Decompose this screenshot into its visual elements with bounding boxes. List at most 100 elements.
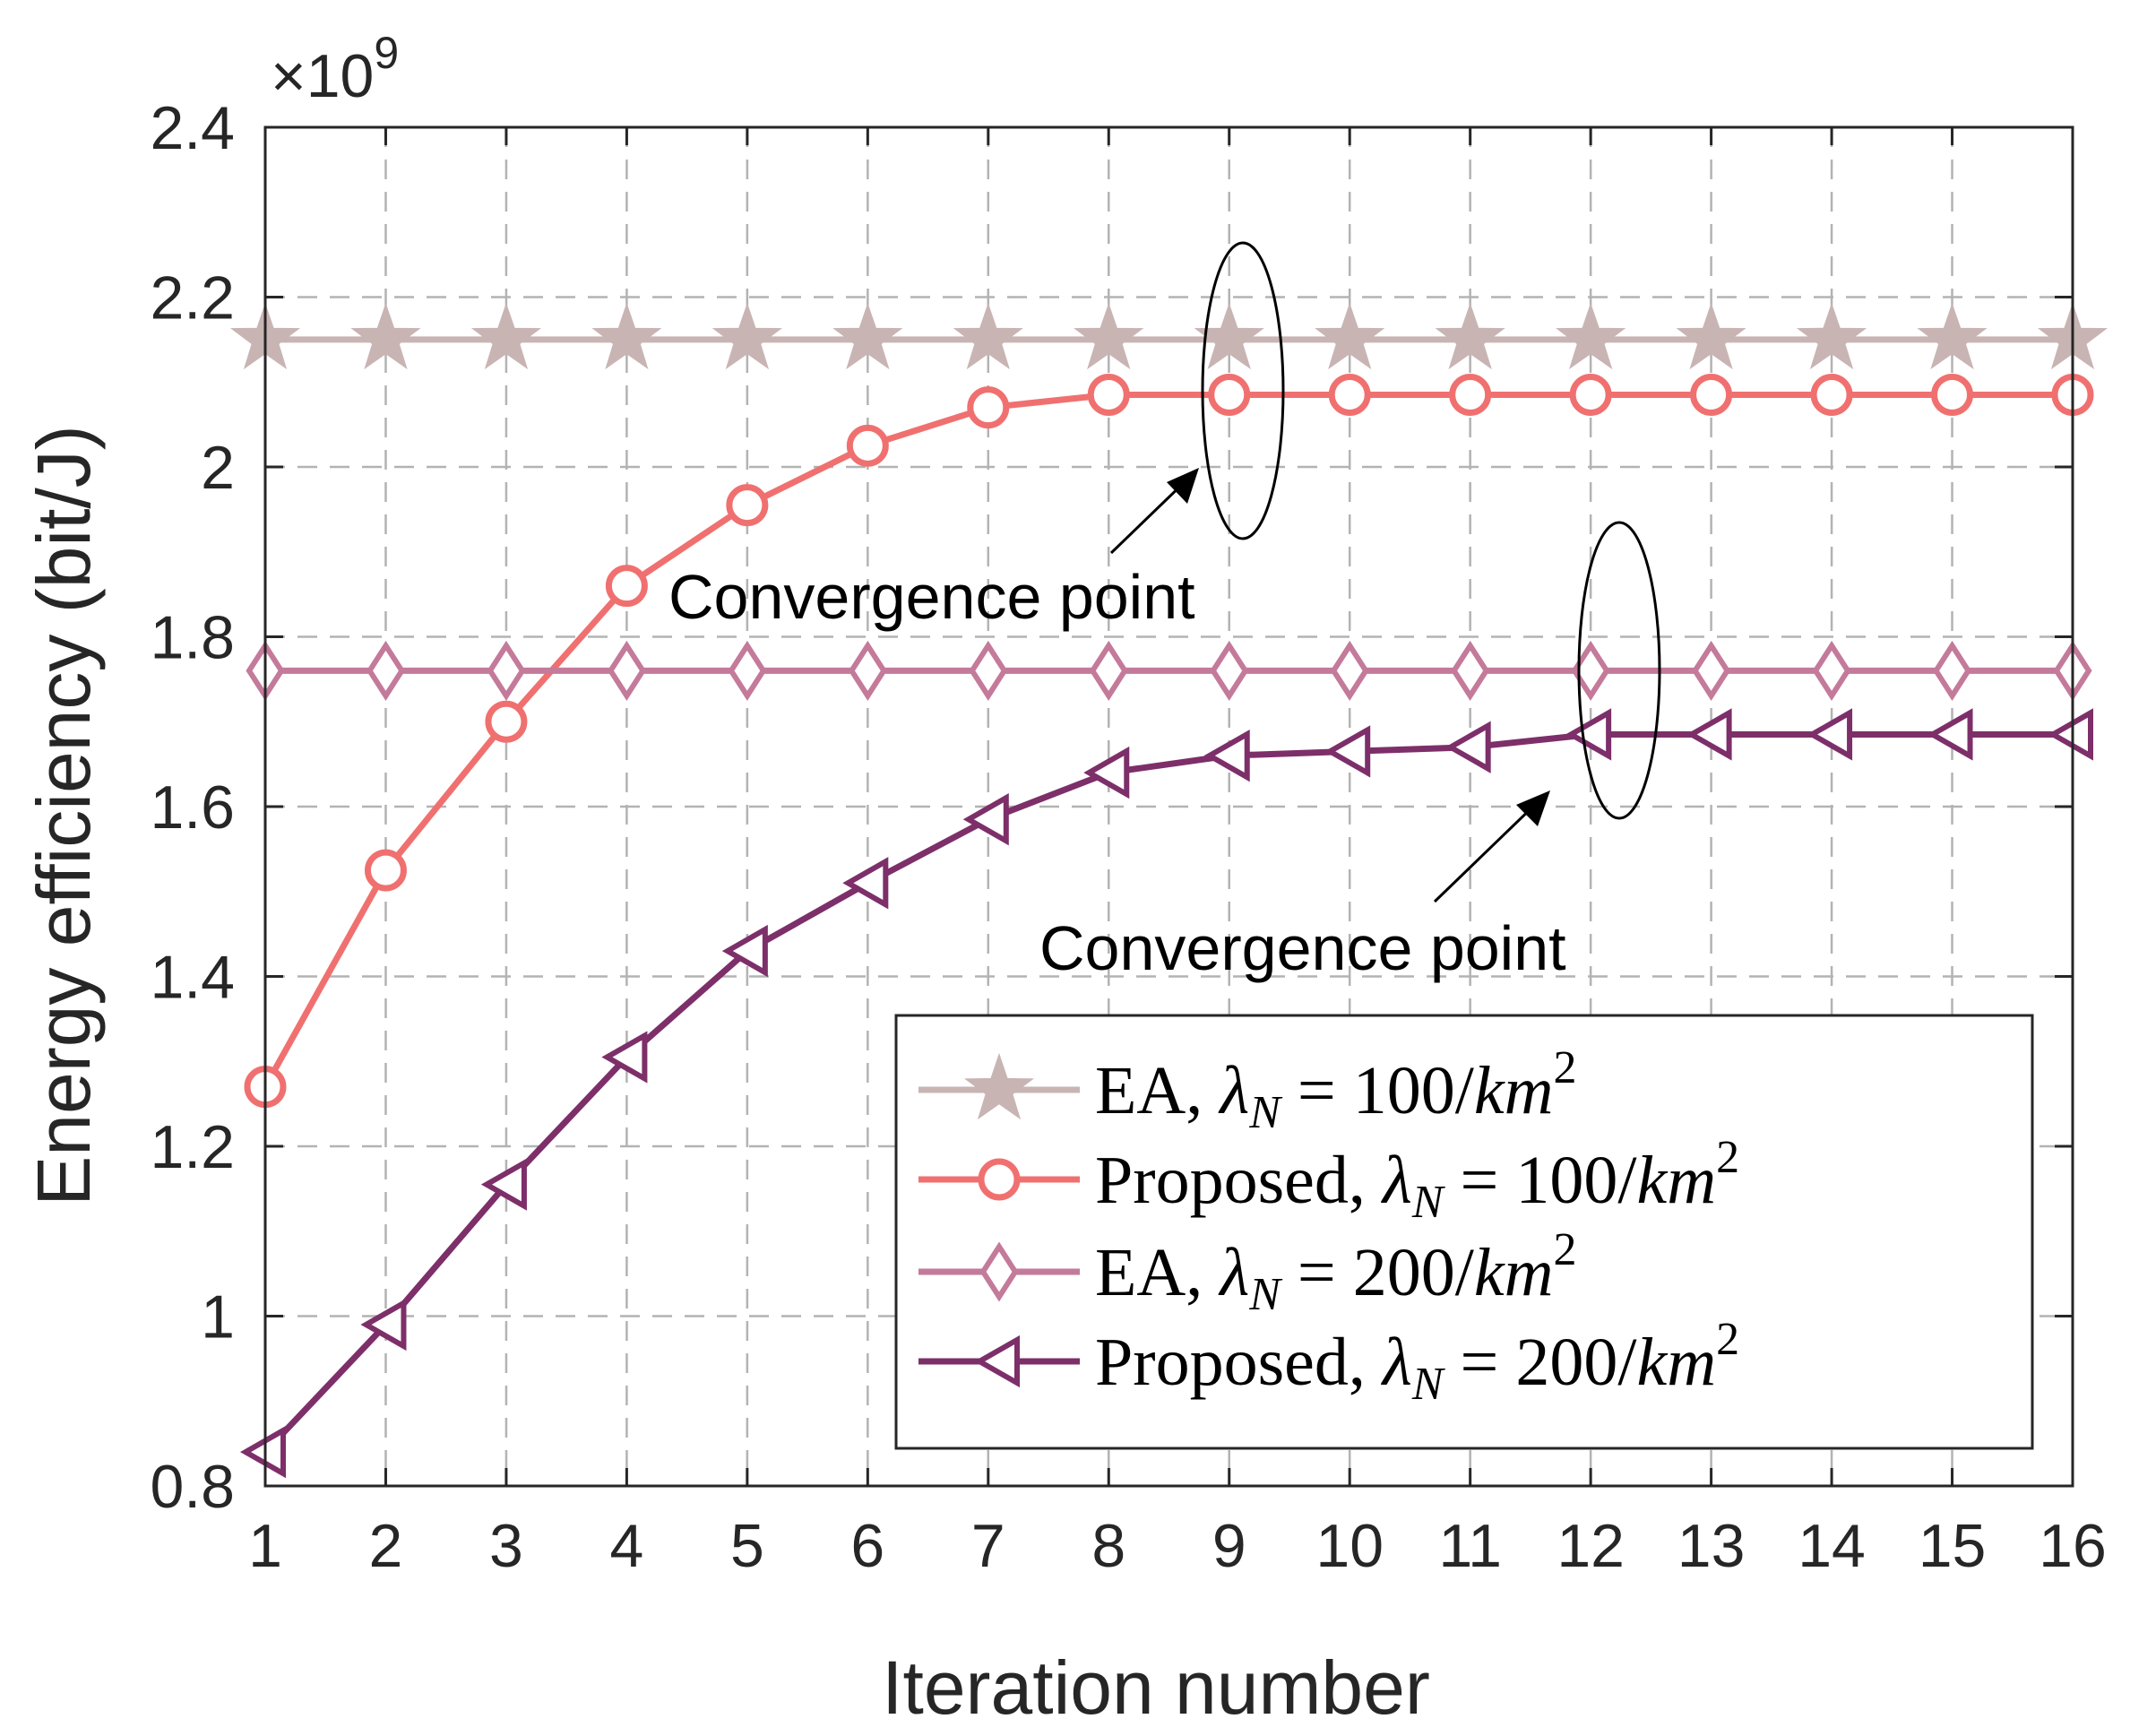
data-point-s4 [1927,708,1973,761]
data-point-s3 [1812,640,1851,701]
data-point-s4 [842,857,889,910]
data-point-s1 [832,302,903,370]
convergence-ellipse-1 [1201,241,1285,540]
data-point-s2 [846,424,889,467]
x-tick-label: 2 [369,1512,403,1580]
series-line-4 [263,731,2073,1455]
data-point-s2 [1690,373,1733,416]
data-point-s2 [605,565,648,608]
x-tick-label: 14 [1798,1512,1866,1580]
data-point-s3 [1692,640,1731,701]
x-tick-label: 15 [1919,1512,1987,1580]
data-point-s4 [1686,708,1732,761]
data-point-s1 [1435,302,1505,370]
legend-item-2: Proposed, λN = 100/km2 [918,1132,1739,1228]
convergence-arrow-2 [1433,799,1541,903]
data-point-s4 [1083,746,1130,799]
data-point-s2 [1931,373,1974,416]
y-tick-label: 1.6 [150,773,235,842]
legend-label-part: λ [1218,1235,1249,1310]
y-axis-label: Energy efficiency (bit/J) [22,425,106,1205]
y-tick-label: 2 [201,434,235,502]
legend-label-part: 2 [1716,1132,1739,1183]
legend-marker-3 [979,1241,1019,1302]
series-4 [239,708,2093,1479]
legend-label-part: N [1411,1359,1446,1410]
y-tick-label: 2.2 [150,264,235,333]
x-tick-label: 10 [1315,1512,1384,1580]
series-3 [246,640,2092,701]
data-point-s1 [1676,302,1746,370]
data-point-s1 [1074,302,1144,370]
y-tick-label: 1.8 [150,604,235,672]
data-point-s2 [967,386,1010,429]
x-tick-labels: 1 2 3 4 5 6 7 8 9 10 11 12 13 14 15 16 [248,1512,2107,1580]
data-point-s3 [607,640,646,701]
legend-label-part: 2 [1716,1314,1739,1365]
data-point-s1 [711,302,782,370]
y-tick-label: 1.2 [150,1113,235,1181]
legend-marker-4 [973,1334,1020,1388]
legend-label-4: Proposed, λN = 200/km2 [1095,1314,1739,1410]
data-point-s3 [848,640,887,701]
legend-label-part: = 100/ [1444,1143,1638,1218]
legend-box [894,1014,2034,1450]
legend-label-part: EA, [1095,1053,1220,1128]
series-line-2 [262,392,2073,1089]
legend-label-part: 2 [1554,1042,1577,1093]
x-axis-label: Iteration number [882,1645,1430,1730]
data-point-s2 [1569,373,1612,416]
x-tick-label: 6 [850,1512,884,1580]
data-point-s4 [1444,721,1491,773]
legend-label-part: = 200/ [1281,1235,1475,1310]
legend-label-part: λ [1381,1325,1412,1400]
axis-ticks [263,125,2074,1488]
y-tick-label: 1 [201,1283,235,1352]
legend-label-part: Proposed, [1095,1325,1383,1400]
data-point-s3 [366,640,406,701]
data-point-s4 [601,1031,648,1084]
legend-label-part: N [1248,1269,1283,1320]
data-point-s4 [1565,708,1612,761]
x-tick-label: 9 [1212,1512,1246,1580]
legend-label-part: = 100/ [1281,1053,1475,1128]
convergence-arrowhead-1 [1167,468,1199,504]
data-point-s4 [480,1158,527,1211]
legend-marker-1 [963,1052,1035,1120]
data-point-s3 [969,640,1008,701]
data-point-s2 [1208,373,1251,416]
x-tick-label: 8 [1091,1512,1125,1580]
legend-label-1: EA, λN = 100/km2 [1095,1042,1577,1138]
y-exponent-label: ×109 [271,28,399,110]
x-tick-label: 4 [609,1512,643,1580]
y-tick-label: 0.8 [150,1453,235,1521]
legend-label-part: = 200/ [1444,1325,1638,1400]
data-point-s1 [591,302,662,370]
legend-label-part: EA, [1095,1235,1220,1310]
legend-label-part: Proposed, [1095,1143,1383,1218]
convergence-ellipse-2 [1577,521,1661,820]
data-point-s3 [728,640,767,701]
legend-marker-2 [978,1158,1021,1201]
data-point-s2 [485,700,528,743]
data-point-s2 [1328,373,1371,416]
data-point-s1 [350,302,421,370]
data-point-s1 [953,302,1023,370]
y-tick-label: 2.4 [150,94,235,162]
x-tick-label: 11 [1438,1512,1502,1580]
annotations: Convergence point Convergence point [668,241,1661,983]
data-point-s4 [360,1298,407,1352]
data-point-s3 [1210,640,1249,701]
legend-label-part: λ [1381,1143,1412,1218]
data-point-s3 [1330,640,1369,701]
data-point-s3 [1932,640,1972,701]
legend-label-part: N [1411,1177,1446,1228]
legend-label-2: Proposed, λN = 100/km2 [1095,1132,1739,1228]
x-tick-label: 13 [1677,1512,1746,1580]
data-point-s1 [470,302,542,370]
series-layer [229,302,2108,1479]
